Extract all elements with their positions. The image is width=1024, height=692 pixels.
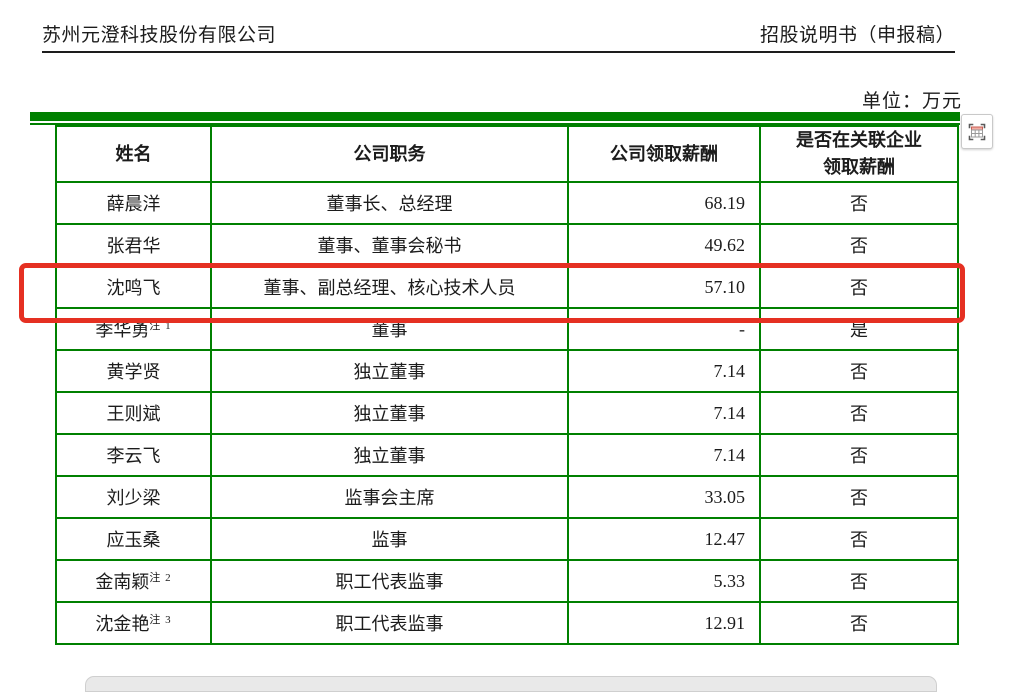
cell-position: 独立董事	[210, 433, 569, 477]
cell-related: 否	[759, 223, 959, 267]
cell-salary: 33.05	[567, 475, 761, 519]
cell-position: 董事、董事会秘书	[210, 223, 569, 267]
cell-related: 否	[759, 475, 959, 519]
bottom-popup-edge	[85, 676, 937, 692]
cell-salary: 12.91	[567, 601, 761, 645]
company-name: 苏州元澄科技股份有限公司	[42, 25, 277, 46]
table-row: 沈金艳注 3 职工代表监事 12.91 否	[55, 601, 959, 645]
col-header-position: 公司职务	[210, 125, 569, 183]
salary-table: 姓名 公司职务 公司领取薪酬 是否在关联企业领取薪酬 薛晨洋 董事长、总经理 6…	[55, 125, 959, 645]
table-row: 张君华 董事、董事会秘书 49.62 否	[55, 223, 959, 267]
table-header-row: 姓名 公司职务 公司领取薪酬 是否在关联企业领取薪酬	[55, 125, 959, 183]
cell-related: 否	[759, 559, 959, 603]
cell-position: 董事、副总经理、核心技术人员	[210, 265, 569, 309]
note-superscript: 注 1	[149, 320, 172, 332]
cell-salary: 57.10	[567, 265, 761, 309]
cell-name: 刘少梁	[55, 475, 212, 519]
cell-related: 否	[759, 349, 959, 393]
col-header-salary: 公司领取薪酬	[567, 125, 761, 183]
col-header-name: 姓名	[55, 125, 212, 183]
cell-position: 监事	[210, 517, 569, 561]
cell-name: 沈金艳注 3	[55, 601, 212, 645]
cell-salary: 7.14	[567, 349, 761, 393]
cell-position: 董事长、总经理	[210, 181, 569, 225]
cell-salary: 12.47	[567, 517, 761, 561]
cell-related: 否	[759, 601, 959, 645]
cell-name: 张君华	[55, 223, 212, 267]
table-row: 季华勇注 1 董事 - 是	[55, 307, 959, 351]
cell-position: 独立董事	[210, 391, 569, 435]
cell-name: 沈鸣飞	[55, 265, 212, 309]
cell-position: 职工代表监事	[210, 601, 569, 645]
table-capture-button[interactable]	[961, 114, 993, 149]
table-row: 应玉桑 监事 12.47 否	[55, 517, 959, 561]
cell-position: 独立董事	[210, 349, 569, 393]
table-row: 金南颖注 2 职工代表监事 5.33 否	[55, 559, 959, 603]
cell-salary: -	[567, 307, 761, 351]
cell-related: 否	[759, 181, 959, 225]
col-header-related-text: 是否在关联企业领取薪酬	[796, 130, 922, 177]
cell-salary: 7.14	[567, 391, 761, 435]
cell-salary: 68.19	[567, 181, 761, 225]
cell-related: 否	[759, 433, 959, 477]
table-header: 姓名 公司职务 公司领取薪酬 是否在关联企业领取薪酬	[55, 125, 959, 183]
cell-salary: 49.62	[567, 223, 761, 267]
note-superscript: 注 3	[149, 614, 172, 626]
cell-name: 王则斌	[55, 391, 212, 435]
col-header-related: 是否在关联企业领取薪酬	[759, 125, 959, 183]
cell-name: 金南颖注 2	[55, 559, 212, 603]
table-row: 王则斌 独立董事 7.14 否	[55, 391, 959, 435]
cell-name: 季华勇注 1	[55, 307, 212, 351]
cell-name: 应玉桑	[55, 517, 212, 561]
table-capture-icon	[968, 123, 986, 140]
document-title: 招股说明书（申报稿）	[759, 25, 955, 46]
cell-position: 监事会主席	[210, 475, 569, 519]
table-row: 薛晨洋 董事长、总经理 68.19 否	[55, 181, 959, 225]
table-row: 黄学贤 独立董事 7.14 否	[55, 349, 959, 393]
table-top-green-bar	[30, 112, 960, 125]
cell-related: 否	[759, 391, 959, 435]
cell-name: 黄学贤	[55, 349, 212, 393]
cell-name: 薛晨洋	[55, 181, 212, 225]
cell-related: 否	[759, 265, 959, 309]
unit-label: 单位：万元	[861, 91, 962, 112]
table-row: 李云飞 独立董事 7.14 否	[55, 433, 959, 477]
table-row: 刘少梁 监事会主席 33.05 否	[55, 475, 959, 519]
cell-related: 否	[759, 517, 959, 561]
table-row-highlighted: 沈鸣飞 董事、副总经理、核心技术人员 57.10 否	[55, 265, 959, 309]
cell-name: 李云飞	[55, 433, 212, 477]
cell-related: 是	[759, 307, 959, 351]
cell-salary: 7.14	[567, 433, 761, 477]
cell-salary: 5.33	[567, 559, 761, 603]
note-superscript: 注 2	[149, 572, 172, 584]
cell-position: 董事	[210, 307, 569, 351]
cell-position: 职工代表监事	[210, 559, 569, 603]
document-header: 苏州元澄科技股份有限公司 招股说明书（申报稿）	[42, 20, 955, 53]
